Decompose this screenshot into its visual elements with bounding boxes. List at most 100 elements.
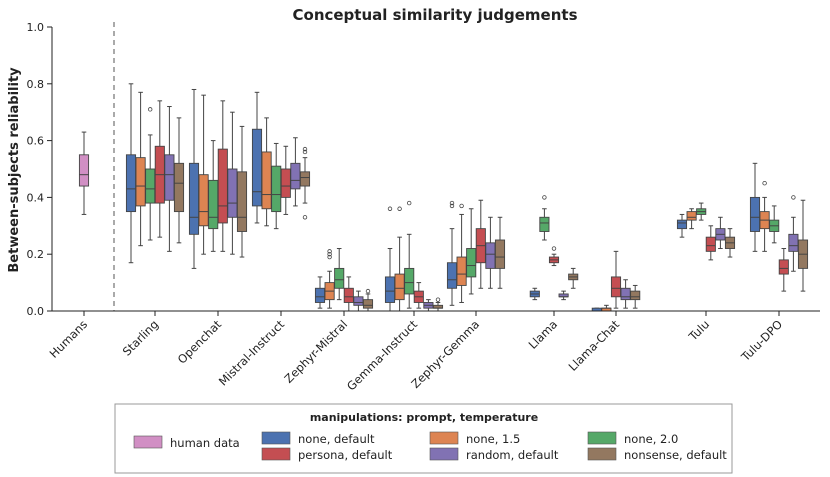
box-zephyr-gemma-none_default: [446, 200, 458, 306]
box-outlier: [302, 215, 308, 220]
box-body: [271, 165, 282, 213]
box-outlier: [327, 249, 332, 254]
box-outlier: [387, 206, 393, 211]
box-body: [466, 248, 477, 278]
box-outlier: [147, 107, 153, 112]
box-zephyr-gemma-none_15: [456, 203, 467, 303]
box-starling-nonsense_default: [173, 117, 185, 244]
box-gemma-instruct-none_default: [384, 206, 396, 312]
box-openchat-persona_default: [217, 100, 228, 252]
box-gemma-instruct-none_20: [404, 200, 415, 309]
x-tick-label: Llama: [526, 317, 561, 352]
box-body: [78, 154, 90, 187]
box-outlier: [762, 180, 767, 186]
legend-item-random_default: random, default: [429, 447, 559, 462]
legend-item-none_20: none, 2.0: [587, 431, 678, 446]
box-tulu-dpo-none_20: [769, 205, 780, 244]
y-tick-label: 0.0: [27, 305, 45, 318]
box-llama-none_20: [539, 195, 550, 241]
y-tick-label: 0.4: [27, 191, 45, 204]
box-body: [208, 179, 219, 230]
box-llama-none_default: [529, 287, 540, 301]
legend-item-persona_default: persona, default: [261, 447, 393, 462]
legend-label: random, default: [466, 448, 559, 462]
legend-swatch: [587, 431, 617, 445]
box-outlier: [435, 297, 441, 302]
box-body: [456, 256, 467, 286]
box-tulu-dpo-random_default: [788, 195, 799, 272]
x-axis: Humans Starling OpenchatMistral-InstructZe…: [47, 311, 785, 393]
legend-label: none, 1.5: [466, 432, 520, 446]
box-body: [188, 162, 200, 235]
box-starling-persona_default: [154, 100, 165, 238]
x-tick-label: Humans: [47, 317, 90, 360]
legend-swatch: [429, 447, 459, 461]
box-outlier: [327, 254, 332, 260]
legend-swatch: [261, 431, 291, 445]
box-llama-chat-nonsense_default: [630, 284, 641, 309]
x-tick-label: Openchat: [175, 317, 225, 367]
legend-label: human data: [170, 436, 240, 450]
chart-title: Conceptual similarity judgements: [293, 6, 578, 24]
box-zephyr-mistral-none_20: [334, 248, 345, 301]
box-mistral-instruct-none_15: [261, 117, 272, 227]
box-zephyr-mistral-persona_default: [343, 276, 354, 312]
box-body: [217, 148, 228, 224]
box-body: [290, 162, 301, 190]
box-gemma-instruct-random_default: [423, 299, 434, 312]
box-body: [485, 242, 496, 269]
legend-item-none_default: none, default: [261, 431, 375, 446]
box-body: [334, 267, 345, 289]
legend-label: nonsense, default: [624, 448, 727, 462]
box-body: [236, 171, 248, 232]
box-tulu-dpo-nonsense_default: [797, 199, 809, 292]
box-body: [343, 287, 354, 303]
box-tulu-none_default: [676, 213, 688, 238]
box-body: [173, 162, 185, 213]
box-tulu-dpo-persona_default: [778, 248, 789, 292]
box-openchat-random_default: [227, 111, 238, 255]
box-body: [198, 174, 209, 227]
y-axis-label: Between-subjects reliability: [7, 67, 22, 273]
box-llama-chat-random_default: [620, 279, 631, 309]
box-tulu-dpo-none_default: [749, 162, 761, 252]
box-outlier: [397, 206, 402, 211]
box-body: [539, 216, 550, 232]
box-mistral-instruct-none_20: [271, 142, 282, 230]
legend-item-none_15: none, 1.5: [429, 431, 520, 446]
box-openchat-none_15: [198, 94, 209, 255]
box-llama-random_default: [558, 290, 569, 301]
box-plots: [78, 83, 809, 312]
box-mistral-instruct-nonsense_default: [299, 146, 311, 220]
box-body: [125, 154, 137, 213]
box-starling-none_default: [125, 83, 137, 264]
box-mistral-instruct-persona_default: [280, 145, 291, 215]
box-openchat-none_20: [208, 140, 219, 252]
y-tick-label: 0.8: [27, 78, 45, 91]
box-body: [145, 168, 156, 204]
box-body: [705, 236, 716, 252]
box-outlier: [407, 200, 412, 206]
legend-swatch: [133, 435, 163, 449]
box-outlier: [327, 251, 332, 257]
box-zephyr-mistral-nonsense_default: [362, 288, 374, 312]
box-body: [384, 276, 396, 303]
box-body: [314, 287, 326, 303]
x-tick-label: Tulu-DPO: [738, 317, 785, 364]
box-zephyr-gemma-persona_default: [475, 199, 486, 289]
box-humans-human: [78, 131, 90, 215]
box-body: [261, 151, 272, 210]
legend: manipulations: prompt, temperature human…: [114, 403, 733, 474]
legend-item-nonsense_default: nonsense, default: [587, 447, 727, 462]
box-mistral-instruct-none_default: [251, 91, 263, 224]
box-zephyr-gemma-random_default: [485, 216, 496, 289]
box-body: [227, 168, 238, 218]
y-axis: 0.0 0.2 0.4 0.6 0.8 1.0: [27, 21, 52, 318]
box-body: [749, 196, 761, 232]
box-outlier: [302, 149, 308, 155]
box-llama-persona_default: [548, 246, 560, 267]
box-gemma-instruct-nonsense_default: [432, 297, 444, 312]
box-llama-chat-none_15: [601, 304, 612, 312]
box-tulu-persona_default: [705, 225, 716, 261]
box-body: [630, 290, 641, 301]
